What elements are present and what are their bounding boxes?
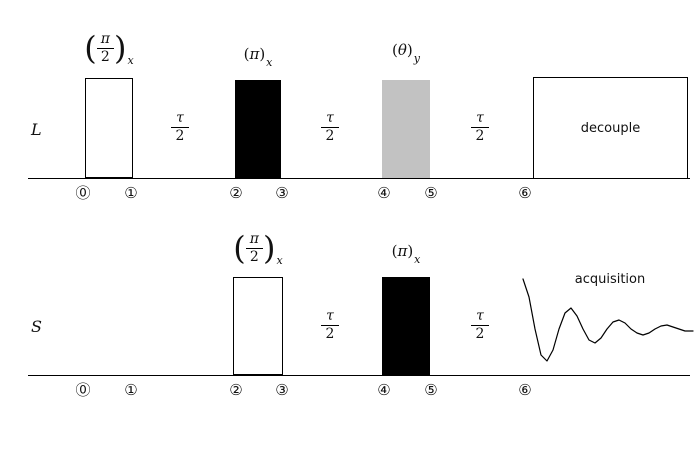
- timeline-mark-top-4: ④: [377, 184, 391, 202]
- fid-waveform: [518, 272, 695, 380]
- pulse-pi-bottom: [382, 277, 430, 375]
- timeline-mark-bottom-0: ⓪: [75, 381, 91, 399]
- delay-denominator: 2: [470, 324, 490, 343]
- paren-close: ): [259, 45, 266, 64]
- timeline-mark-top-2: ②: [229, 184, 243, 202]
- pulse-pi-top: [235, 80, 281, 178]
- fraction-denominator: 2: [245, 247, 263, 265]
- delay-denominator: 2: [320, 126, 340, 145]
- timeline-mark-top-1: ①: [124, 184, 138, 202]
- paren-open: (: [392, 41, 398, 60]
- delay-denominator: 2: [170, 126, 190, 145]
- timeline-mark-bottom-4: ④: [377, 381, 391, 399]
- pulse-label-pi2-bottom: ( π 2 ) x: [223, 225, 293, 271]
- paren-open: (: [233, 229, 246, 267]
- timeline-mark-bottom-3: ③: [275, 381, 289, 399]
- delay-numerator: τ: [326, 308, 334, 324]
- subscript: y: [413, 52, 420, 66]
- fraction-numerator: π: [249, 231, 259, 248]
- timeline-mark-top-3: ③: [275, 184, 289, 202]
- pulse-label-pi2-top: ( π 2 ) x: [74, 25, 144, 71]
- decouple-label: decouple: [580, 120, 641, 136]
- pulse-symbol: θ: [397, 41, 407, 60]
- delay-denominator: 2: [470, 126, 490, 145]
- fraction-denominator: 2: [96, 47, 114, 65]
- paren-close: ): [262, 229, 276, 267]
- pulse-pi2-bottom: [233, 277, 283, 375]
- delay-tau2-bottom-2: τ 2: [468, 308, 492, 343]
- pulse-symbol: π: [249, 45, 260, 64]
- delay-tau2-top-3: τ 2: [468, 110, 492, 145]
- paren-open: (: [391, 242, 398, 261]
- paren-close: ): [407, 242, 414, 261]
- baseline-top: [28, 178, 690, 179]
- timeline-mark-top-5: ⑤: [424, 184, 438, 202]
- pulse-theta-top: [382, 80, 430, 178]
- paren-close: ): [113, 29, 127, 67]
- pulse-symbol: π: [397, 242, 408, 261]
- timeline-mark-bottom-5: ⑤: [424, 381, 438, 399]
- delay-tau2-top-1: τ 2: [168, 110, 192, 145]
- baseline-bottom: [28, 375, 690, 376]
- delay-tau2-bottom-1: τ 2: [318, 308, 342, 343]
- delay-numerator: τ: [476, 110, 484, 126]
- subscript: x: [276, 254, 283, 268]
- delay-numerator: τ: [326, 110, 334, 126]
- delay-numerator: τ: [176, 110, 184, 126]
- delay-tau2-top-2: τ 2: [318, 110, 342, 145]
- timeline-mark-bottom-6: ⑥: [518, 381, 532, 399]
- acquisition-label: acquisition: [574, 272, 646, 287]
- timeline-mark-bottom-1: ①: [124, 381, 138, 399]
- decouple-box: decouple: [533, 77, 688, 179]
- fraction: π 2: [245, 231, 263, 265]
- timeline-mark-bottom-2: ②: [229, 381, 243, 399]
- channel-label-L: L: [31, 120, 42, 139]
- pulse-label-theta-top: ( θ ) y: [379, 40, 433, 65]
- fraction: π 2: [96, 31, 114, 65]
- pulse-label-pi-bottom: ( π ) x: [379, 241, 433, 266]
- subscript: x: [127, 54, 134, 68]
- fraction-numerator: π: [100, 31, 110, 48]
- timeline-mark-top-6: ⑥: [518, 184, 532, 202]
- fid-waveform-svg: [522, 278, 694, 362]
- paren-close: ): [406, 41, 413, 60]
- delay-numerator: τ: [476, 308, 484, 324]
- paren-open: (: [84, 29, 97, 67]
- pulse-label-pi-top: ( π ) x: [231, 44, 285, 69]
- paren-open: (: [243, 45, 250, 64]
- subscript: x: [266, 56, 273, 70]
- channel-label-S: S: [31, 317, 42, 336]
- delay-denominator: 2: [320, 324, 340, 343]
- timeline-mark-top-0: ⓪: [75, 184, 91, 202]
- pulse-pi2-top: [85, 78, 133, 178]
- subscript: x: [414, 253, 421, 267]
